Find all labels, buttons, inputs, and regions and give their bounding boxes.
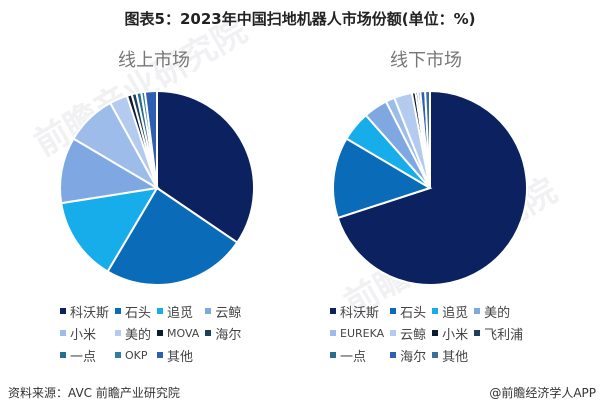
legend-label: 飞利浦 <box>484 327 524 343</box>
pie-slice <box>60 186 159 273</box>
legend-label: 云鲸 <box>215 305 242 321</box>
legend-item: 其他 <box>432 346 469 365</box>
legend-label: 海尔 <box>400 349 427 365</box>
legend-swatch-icon <box>60 308 66 314</box>
legend-swatch-icon <box>432 352 439 358</box>
legend-swatch-icon <box>115 308 122 314</box>
legend-swatch-icon <box>205 308 212 314</box>
legend-swatch-icon <box>157 330 164 336</box>
legend-label: 美的 <box>484 305 511 321</box>
legend-label: 一点 <box>340 349 367 365</box>
legend-label: 科沃斯 <box>70 305 110 321</box>
legend-item: 飞利浦 <box>474 324 524 343</box>
legend-item: 美的 <box>474 302 523 321</box>
legend-label: 科沃斯 <box>340 305 380 321</box>
pie-slice <box>336 89 528 286</box>
pie-slice <box>156 89 255 244</box>
legend-item: 小米 <box>60 324 109 343</box>
online-pie-chart <box>59 89 255 286</box>
legend-label: 小米 <box>442 327 469 343</box>
legend-swatch-icon <box>432 308 439 314</box>
legend-swatch-icon <box>157 308 164 314</box>
legend-item: 石头 <box>390 302 427 321</box>
legend-swatch-icon <box>330 352 336 358</box>
legend-label: 美的 <box>125 327 152 343</box>
offline-pie-chart <box>332 89 528 286</box>
legend-item: 云鲸 <box>205 302 242 321</box>
pie-slice <box>424 89 431 189</box>
pie-slice <box>59 137 160 205</box>
legend-swatch-icon <box>474 330 481 336</box>
pie-slice <box>332 137 433 220</box>
legend-item: 美的 <box>115 324 152 343</box>
legend-item: OKP <box>115 346 151 364</box>
legend-label: MOVA <box>167 326 200 340</box>
legend-item: 一点 <box>330 346 384 365</box>
legend-swatch-icon <box>60 352 66 358</box>
legend-swatch-icon <box>115 330 122 336</box>
legend-swatch-icon <box>115 352 122 358</box>
legend-item: EUREKA <box>330 324 384 342</box>
legend-swatch-icon <box>330 308 336 314</box>
legend-label: 石头 <box>125 305 152 321</box>
legend-label: OKP <box>125 348 148 362</box>
legend-item: 科沃斯 <box>330 302 384 321</box>
legend-item: 一点 <box>60 346 109 365</box>
legend-item: 石头 <box>115 302 152 321</box>
legend-swatch-icon <box>330 330 336 336</box>
legend-swatch-icon <box>390 330 397 336</box>
legend-item: 云鲸 <box>390 324 427 343</box>
legend-swatch-icon <box>205 330 212 336</box>
legend-swatch-icon <box>390 308 397 314</box>
credit-note: @前瞻经济学人APP <box>489 386 596 400</box>
legend-swatch-icon <box>157 352 164 358</box>
legend-label: EUREKA <box>340 326 385 340</box>
legend-swatch-icon <box>390 352 397 358</box>
pie-slice <box>106 186 239 286</box>
online-pie-title: 线上市场 <box>118 50 190 71</box>
chart-title: 图表5：2023年中国扫地机器人市场份额(单位：%) <box>124 10 476 28</box>
legend-label: 石头 <box>400 305 427 321</box>
legend-label: 其他 <box>442 349 469 365</box>
offline-pie-title: 线下市场 <box>390 50 462 71</box>
legend-swatch-icon <box>474 308 481 314</box>
legend-label: 追觅 <box>442 305 469 321</box>
legend-label: 云鲸 <box>400 327 427 343</box>
legend-item: MOVA <box>157 324 199 342</box>
legend-item: 海尔 <box>390 346 427 365</box>
online-legend: 科沃斯 石头 追觅 云鲸小米 美的 MOVA 海尔一点 OKP 其他 <box>60 302 242 365</box>
legend-item: 海尔 <box>205 324 242 343</box>
legend-item: 科沃斯 <box>60 302 110 321</box>
pie-slice <box>143 89 158 189</box>
legend-label: 其他 <box>167 349 194 365</box>
legend-swatch-icon <box>60 330 66 336</box>
legend-label: 海尔 <box>215 327 242 343</box>
legend-item: 其他 <box>157 346 199 365</box>
legend-label: 小米 <box>70 327 97 343</box>
offline-legend: 科沃斯 石头 追觅 美的 EUREKA 云鲸 小米 飞利浦一点 海尔 其他 <box>330 302 524 365</box>
legend-label: 一点 <box>70 349 97 365</box>
legend-label: 追觅 <box>167 305 194 321</box>
legend-item: 追觅 <box>157 302 199 321</box>
source-note: 资料来源：AVC 前瞻产业研究院 <box>8 386 180 400</box>
legend-item: 小米 <box>432 324 469 343</box>
legend-item: 追觅 <box>432 302 469 321</box>
legend-swatch-icon <box>432 330 439 336</box>
